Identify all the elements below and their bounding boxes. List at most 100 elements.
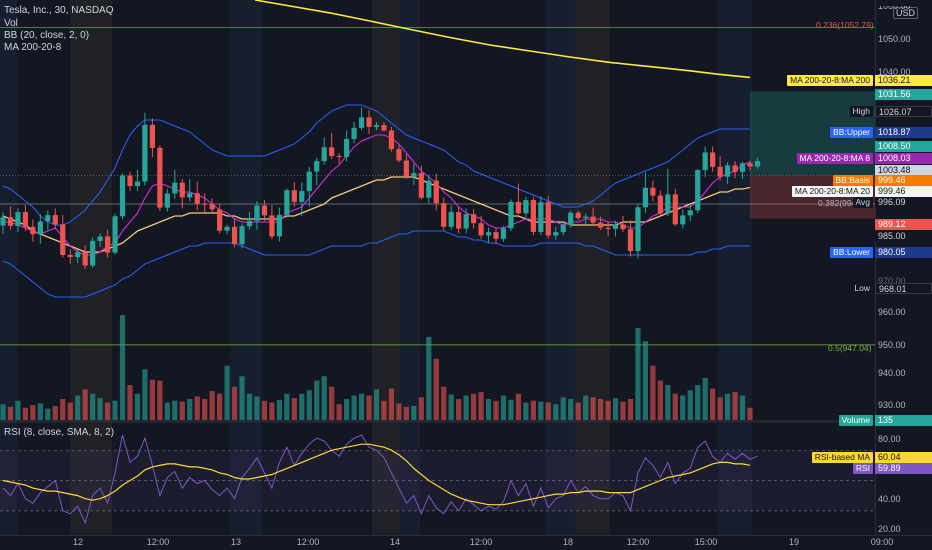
- candle-body: [732, 165, 738, 172]
- price-tick: 1040.00: [878, 67, 911, 77]
- volume-value: 135: [875, 415, 932, 426]
- candle-body: [605, 227, 611, 229]
- rsi-line: [2, 434, 758, 525]
- volume-bar: [650, 365, 656, 420]
- volume-bar: [612, 398, 619, 420]
- volume-bar: [358, 393, 365, 420]
- candle-body: [553, 232, 559, 236]
- high-tag: High: [849, 106, 873, 117]
- candle-body: [37, 221, 43, 235]
- price-tick: 950.00: [878, 340, 906, 350]
- candle-body: [530, 200, 536, 232]
- candle-body: [119, 175, 126, 217]
- volume-bar: [314, 380, 320, 420]
- rsi-value: 59.89: [875, 463, 932, 474]
- ma20-line: [2, 176, 751, 253]
- candle-body: [642, 187, 649, 208]
- rsi-tick: 20.00: [878, 524, 901, 534]
- candle-body: [314, 161, 320, 172]
- candle-body: [306, 171, 312, 192]
- volume-bar: [388, 388, 395, 420]
- candle-body: [149, 124, 155, 148]
- candle-body: [485, 232, 492, 236]
- volume-bar: [351, 395, 357, 420]
- volume-bar: [635, 328, 641, 420]
- volume-bar: [67, 402, 73, 420]
- volume-bar: [672, 393, 678, 420]
- candle-body: [411, 173, 417, 177]
- candle-body: [246, 220, 253, 227]
- volume-bar: [306, 390, 312, 420]
- candle-body: [441, 203, 447, 227]
- candle-body: [724, 165, 731, 177]
- volume-bar: [239, 376, 245, 420]
- volume-bar: [142, 369, 148, 420]
- candle-body: [680, 215, 686, 225]
- ma200-tag: MA 200-20-8:MA 200: [787, 75, 873, 86]
- volume-bar: [90, 393, 96, 420]
- candle-body: [172, 182, 178, 194]
- candle-body: [217, 209, 223, 231]
- volume-bar: [172, 400, 178, 420]
- volume-bar: [463, 395, 469, 420]
- candle-body: [7, 217, 14, 226]
- currency-badge[interactable]: USD: [893, 7, 919, 19]
- rsi-ma-tag: RSI-based MA: [811, 452, 873, 463]
- volume-bar: [560, 397, 566, 420]
- bb-basis-value: 999.46: [875, 175, 932, 186]
- volume-bar: [448, 394, 454, 420]
- volume-bar: [134, 393, 141, 420]
- candle-body: [45, 215, 51, 222]
- volume-bar: [224, 365, 230, 420]
- candle-body: [231, 226, 238, 245]
- candle-body: [358, 117, 365, 128]
- volume-bar: [127, 385, 133, 420]
- candle-body: [284, 190, 290, 215]
- session-band: [575, 0, 610, 535]
- candle-body: [112, 216, 118, 253]
- candle-body: [568, 212, 574, 225]
- candle-body: [695, 170, 701, 211]
- session-band: [0, 0, 17, 535]
- volume-bar: [553, 404, 559, 420]
- price-label-1008-50: 1008.50: [875, 141, 932, 152]
- fib-0236-label: 0.236(1052.79): [816, 20, 874, 30]
- candle-body: [448, 212, 454, 227]
- bb-upper-line: [2, 104, 750, 226]
- volume-tag: Volume: [838, 415, 873, 426]
- candle-body: [336, 156, 342, 157]
- volume-bar: [30, 405, 36, 420]
- volume-bar: [418, 397, 424, 420]
- time-tick: 14: [389, 537, 401, 547]
- price-tick: 930.00: [878, 400, 906, 410]
- volume-bar: [291, 398, 297, 420]
- candle-body: [164, 193, 170, 208]
- session-band: [70, 0, 112, 535]
- rsi-tag: RSI: [852, 463, 873, 474]
- rsi-ma-value: 60.04: [875, 452, 932, 463]
- candle-body: [717, 166, 723, 177]
- candle-body: [545, 202, 551, 236]
- volume-bar: [179, 401, 185, 420]
- ma20-tag: MA 200-20-8:MA 20: [791, 186, 873, 197]
- candle-body: [67, 255, 73, 258]
- volume-bar: [284, 393, 290, 420]
- ma200-value: 1036.21: [875, 75, 932, 86]
- volume-bar: [209, 391, 215, 420]
- avg-tag: Avg: [852, 197, 873, 208]
- candle-body: [426, 180, 432, 198]
- rsi-tick: 40.00: [878, 494, 901, 504]
- bb-basis-tag: BB:Basis: [832, 175, 873, 186]
- volume-bar: [687, 390, 693, 420]
- candle-body: [15, 212, 21, 226]
- candle-body: [463, 214, 469, 229]
- candle-body: [456, 212, 462, 229]
- candle-body: [590, 216, 596, 223]
- candle-body: [329, 147, 335, 156]
- candle-body: [366, 117, 372, 127]
- candle-body: [508, 201, 514, 229]
- candle-body: [209, 204, 215, 210]
- candle-body: [598, 222, 604, 228]
- volume-bar: [620, 401, 626, 420]
